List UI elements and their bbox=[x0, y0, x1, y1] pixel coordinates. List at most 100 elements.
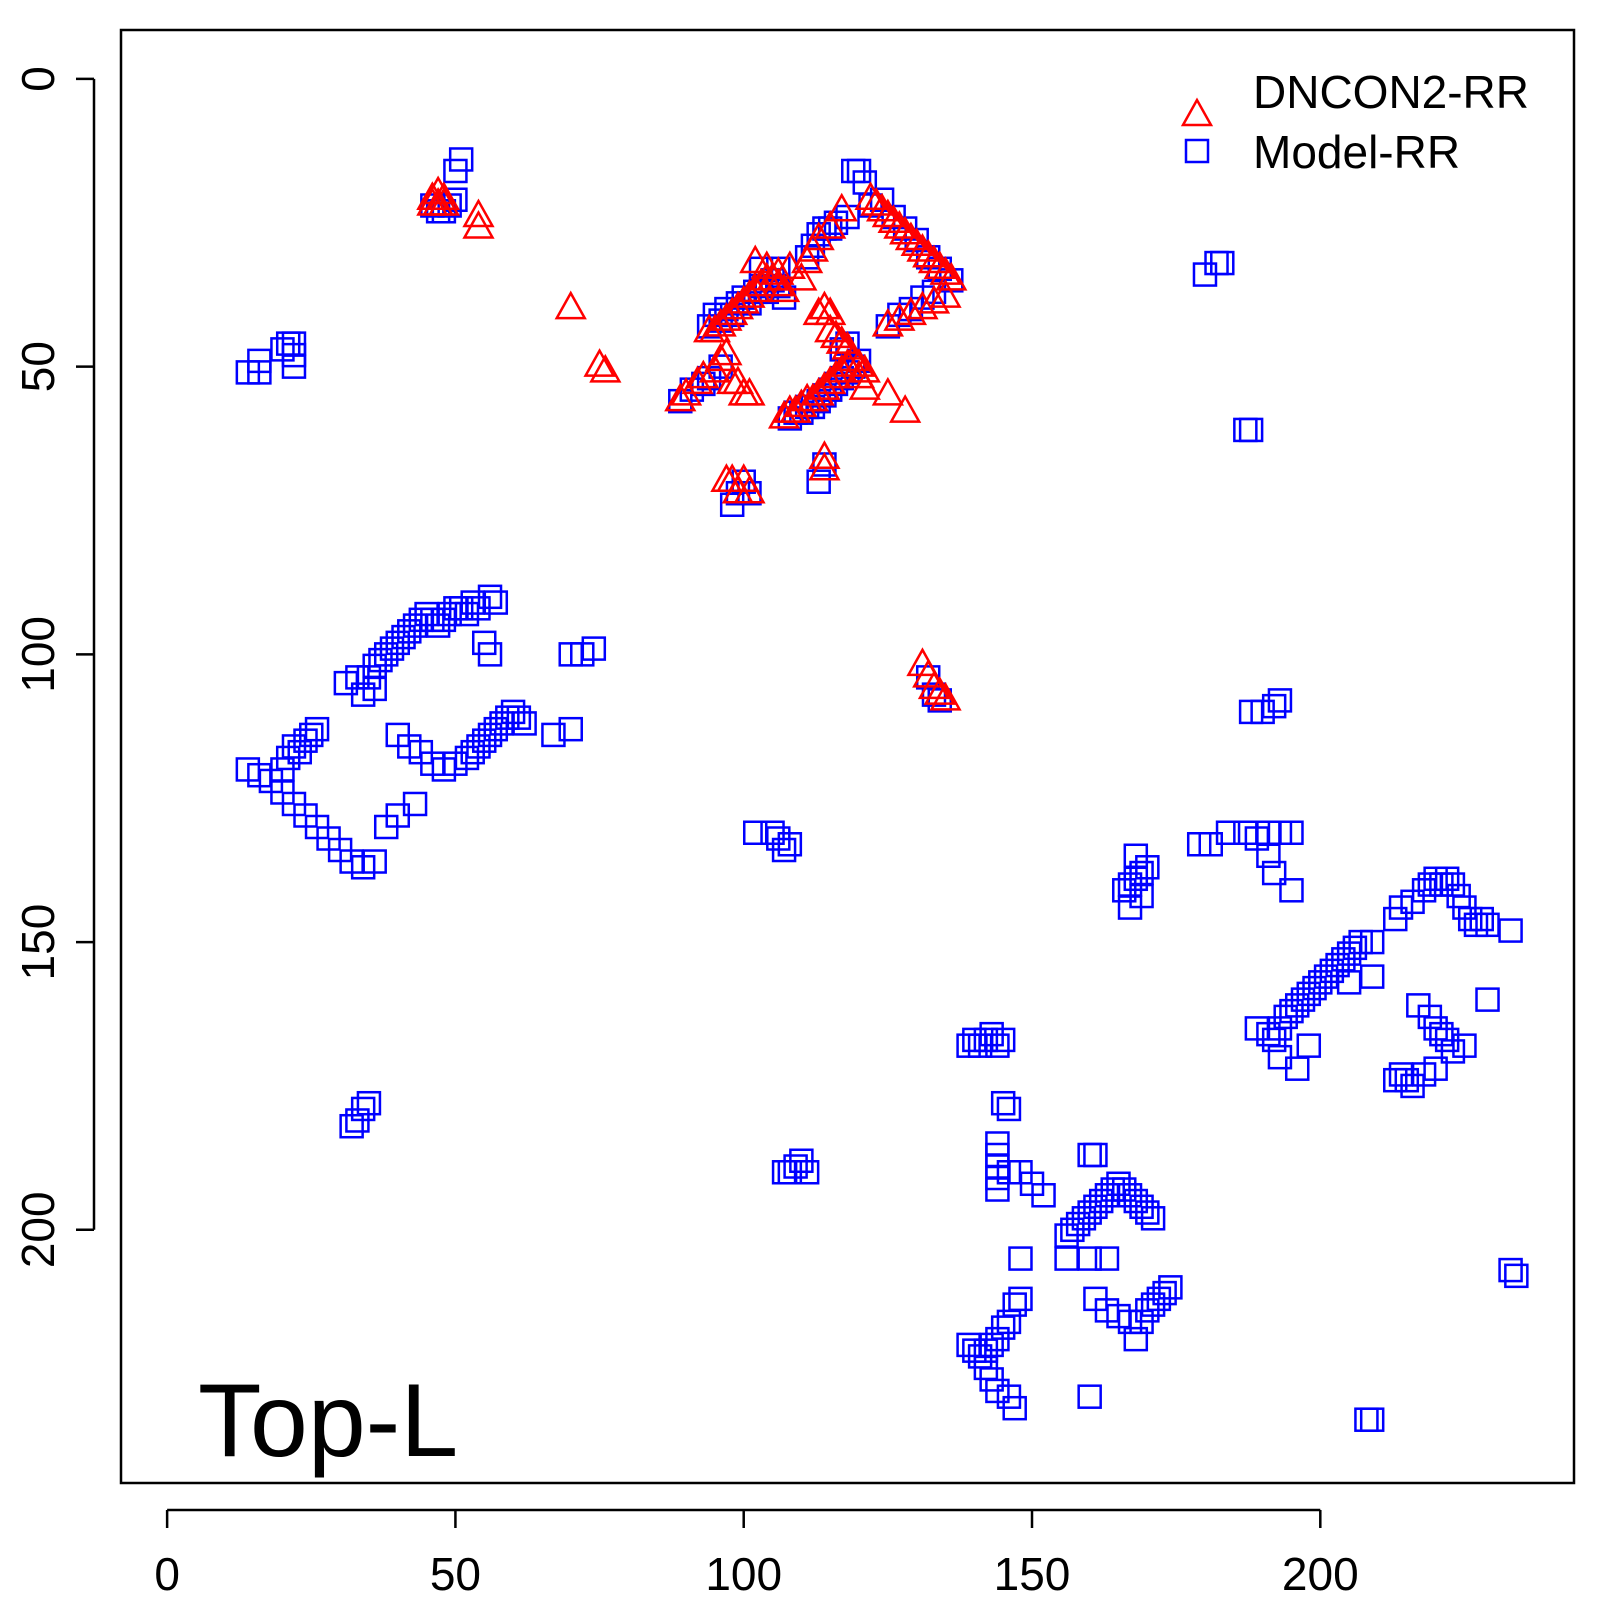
dncon2-rr-point bbox=[589, 353, 622, 383]
model-rr-point bbox=[1129, 883, 1154, 909]
dncon2-rr-point bbox=[889, 215, 922, 245]
model-rr-point bbox=[806, 469, 831, 494]
dncon2-rr-point bbox=[814, 209, 847, 239]
model-rr-point bbox=[1256, 843, 1281, 869]
model-rr-point bbox=[1383, 1067, 1408, 1093]
dncon2-rr-point bbox=[871, 376, 904, 406]
dncon2-rr-point bbox=[923, 250, 956, 280]
model-rr-point bbox=[1261, 860, 1287, 886]
model-rr-point bbox=[299, 722, 324, 748]
dncon2-rr-point bbox=[583, 348, 616, 377]
model-rr-point bbox=[742, 820, 768, 845]
x-tick-label: 0 bbox=[154, 1548, 180, 1600]
model-rr-point bbox=[483, 590, 509, 615]
model-rr-point bbox=[1452, 1033, 1477, 1058]
model-rr-point bbox=[985, 1033, 1010, 1058]
dncon2-rr-point bbox=[825, 325, 858, 354]
dncon2-rr-point bbox=[935, 261, 968, 291]
x-axis: 0 50 100 150 200 bbox=[154, 1508, 1359, 1600]
dncon2-rr-point bbox=[814, 296, 847, 326]
model-rr-point bbox=[1008, 1246, 1033, 1271]
y-tick-label: 200 bbox=[12, 1191, 64, 1268]
model-rr-point bbox=[1359, 929, 1385, 955]
dncon2-rr-point bbox=[854, 181, 887, 211]
top-l-label: Top-L bbox=[198, 1363, 458, 1479]
model-rr-point bbox=[1279, 878, 1304, 903]
model-rr-point bbox=[1504, 1263, 1529, 1289]
dncon2-rr-point bbox=[894, 221, 928, 251]
dncon2-rr-point bbox=[687, 359, 720, 389]
model-rr-point bbox=[1140, 1206, 1166, 1231]
dncon2-rr-point bbox=[860, 186, 893, 216]
model-rr-point bbox=[362, 676, 387, 702]
dncon2-rr-point bbox=[917, 244, 951, 274]
model-rr-point bbox=[1469, 906, 1494, 932]
model-rr-point bbox=[1054, 1246, 1079, 1271]
dncon2-rr-point bbox=[917, 284, 951, 314]
data-marks bbox=[235, 147, 1529, 1432]
dncon2-rr-point bbox=[865, 192, 899, 222]
dncon2-rr-point bbox=[883, 302, 916, 331]
model-rr-point bbox=[1359, 1407, 1385, 1432]
y-tick-label: 0 bbox=[12, 66, 64, 92]
y-tick-label: 150 bbox=[12, 904, 64, 981]
model-rr-point bbox=[1215, 820, 1241, 845]
dncon2-rr-point bbox=[848, 371, 881, 400]
model-rr-point bbox=[1077, 1246, 1102, 1271]
dncon2-rr-point bbox=[814, 313, 847, 343]
dncon2-rr-point bbox=[848, 353, 881, 383]
dncon2-rr-point bbox=[785, 261, 818, 291]
model-rr-point bbox=[506, 705, 532, 730]
y-tick-label: 50 bbox=[12, 341, 64, 392]
dncon2-rr-point bbox=[808, 440, 841, 469]
model-rr-point bbox=[477, 642, 503, 667]
dncon2-rr-point bbox=[923, 676, 956, 705]
dncon2-rr-point bbox=[877, 204, 910, 234]
legend: DNCON2-RR Model-RR bbox=[1180, 66, 1529, 178]
dncon2-rr-point bbox=[889, 394, 922, 423]
model-rr-point bbox=[356, 1090, 382, 1116]
dncon2-rr-point bbox=[871, 198, 904, 228]
model-rr-point bbox=[362, 849, 387, 874]
model-rr-point bbox=[1388, 1062, 1414, 1087]
model-rr-point bbox=[990, 1027, 1016, 1053]
dncon2-rr-point bbox=[819, 319, 853, 349]
dncon2-rr-point bbox=[894, 296, 928, 326]
dncon2-rr-point bbox=[808, 451, 841, 481]
model-rr-point bbox=[1359, 964, 1385, 989]
model-rr-point bbox=[1342, 935, 1368, 961]
model-rr-point bbox=[402, 791, 428, 817]
dncon2-rr-point bbox=[906, 290, 939, 320]
dncon2-rr-point bbox=[704, 342, 737, 372]
model-rr-point bbox=[996, 1096, 1022, 1122]
model-rr-point bbox=[1279, 820, 1304, 845]
model-rr-point bbox=[990, 1090, 1016, 1116]
model-rr-point bbox=[1475, 987, 1500, 1012]
legend-square-marker bbox=[1184, 138, 1210, 164]
dncon2-rr-point bbox=[462, 209, 495, 239]
dncon2-rr-point bbox=[733, 376, 766, 406]
dncon2-rr-point bbox=[808, 290, 841, 320]
model-rr-point bbox=[558, 716, 583, 742]
dncon2-rr-point bbox=[710, 336, 743, 366]
model-rr-point bbox=[304, 716, 330, 742]
model-rr-point bbox=[1354, 1407, 1379, 1432]
dncon2-rr-point bbox=[906, 232, 939, 262]
plot-frame bbox=[119, 28, 1576, 1485]
model-rr-point bbox=[247, 360, 272, 385]
dncon2-rr-point bbox=[762, 256, 795, 285]
dncon2-rr-point bbox=[462, 198, 495, 228]
model-rr-point bbox=[512, 711, 537, 736]
dncon2-rr-point bbox=[929, 279, 962, 308]
legend-label-model: Model-RR bbox=[1253, 126, 1460, 178]
model-rr-point bbox=[1077, 1142, 1102, 1168]
model-rr-point bbox=[1233, 417, 1258, 443]
model-rr-point bbox=[1498, 1257, 1523, 1283]
legend-label-dncon2: DNCON2-RR bbox=[1253, 66, 1529, 118]
dncon2-rr-point bbox=[831, 330, 864, 360]
dncon2-rr-point bbox=[912, 238, 945, 268]
model-rr-point bbox=[1123, 843, 1149, 869]
model-rr-point bbox=[794, 1160, 820, 1185]
model-rr-point bbox=[1031, 1183, 1056, 1208]
